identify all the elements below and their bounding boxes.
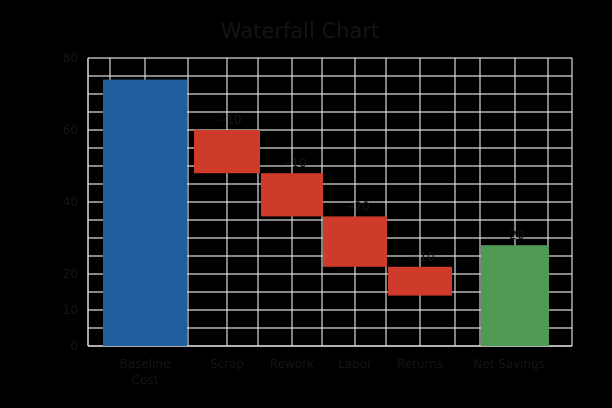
x-axis-categories: Baseline Cost Scrap Rework Labor Returns Net S… (120, 357, 545, 387)
x-category-label: Rework (270, 357, 314, 371)
data-labels: −10 −10 −20 −10 20 (216, 113, 524, 264)
chart-title: Waterfall Chart (221, 19, 379, 43)
bar-returns (388, 266, 452, 296)
data-label: 20 (509, 228, 524, 242)
bar-rework (261, 173, 323, 217)
y-tick-label: 80 (63, 51, 78, 65)
bar-scrap (194, 130, 260, 174)
y-tick-label: 20 (63, 267, 78, 281)
x-category-label: Labor (338, 357, 372, 371)
y-tick-label: 60 (63, 123, 78, 137)
bars (103, 79, 549, 346)
y-tick-label: 40 (63, 195, 78, 209)
x-category-label: Scrap (210, 357, 244, 371)
y-axis-ticks: 0 10 20 40 60 80 (63, 51, 78, 353)
bar-baseline-cost (103, 79, 187, 346)
x-category-label: Baseline Cost (120, 357, 171, 387)
data-label: −10 (216, 113, 241, 127)
x-category-label: Returns (397, 357, 443, 371)
bar-net-savings (481, 245, 549, 346)
bar-labor (323, 216, 387, 267)
data-label: −20 (344, 199, 369, 213)
y-tick-label: 10 (63, 303, 78, 317)
data-label: −10 (281, 156, 306, 170)
x-category-label: Net Savings (473, 357, 545, 371)
y-tick-label: 0 (70, 339, 78, 353)
data-label: −10 (409, 250, 434, 264)
